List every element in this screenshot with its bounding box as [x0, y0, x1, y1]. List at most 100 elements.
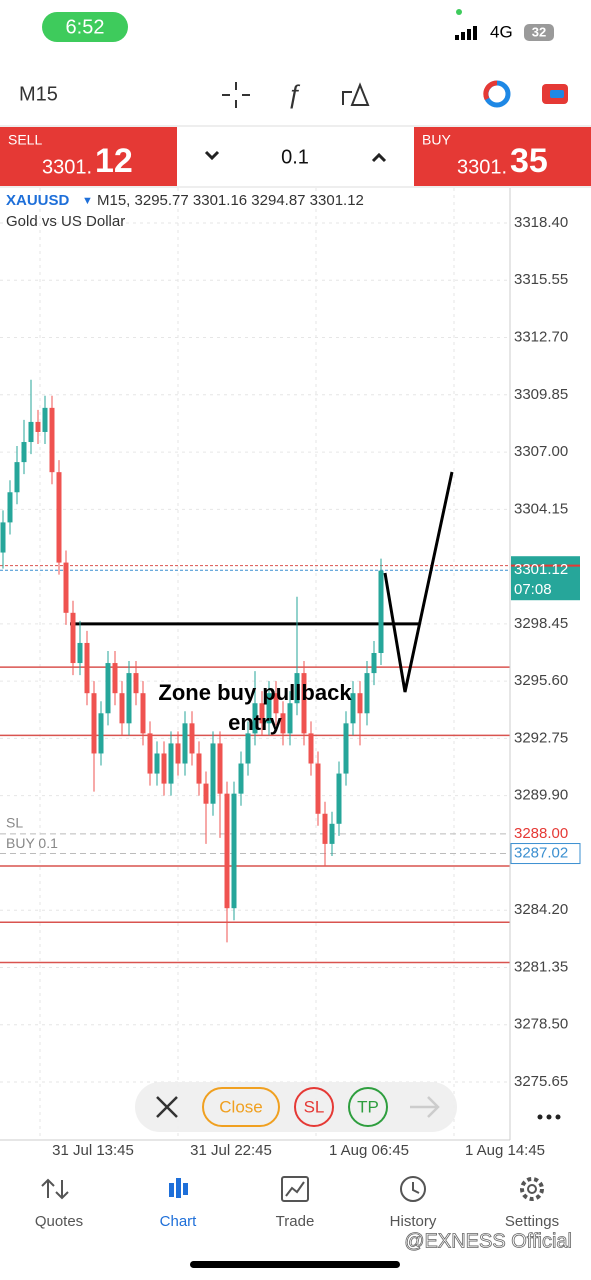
x-tick-label: 1 Aug 14:45: [465, 1142, 545, 1159]
candle-body: [350, 693, 356, 724]
buy-price-main: 3301.: [457, 156, 507, 178]
quotes-icon: [41, 1178, 69, 1200]
candle-body: [91, 693, 97, 754]
candle-body: [112, 663, 118, 694]
candle-body: [168, 743, 174, 784]
chart-description: Gold vs US Dollar: [6, 213, 125, 230]
current-price-box: [511, 556, 580, 601]
x-tick-label: 1 Aug 06:45: [329, 1142, 409, 1159]
candle-body: [70, 612, 76, 664]
current-price: 3301.12: [514, 561, 568, 578]
candle-body: [147, 733, 153, 774]
candle-body: [315, 763, 321, 814]
signal: [455, 26, 477, 40]
candle-body: [119, 693, 125, 724]
sell-price-pips: 12: [95, 142, 133, 180]
symbol-caret[interactable]: ▼: [82, 195, 93, 207]
nav-label[interactable]: Trade: [276, 1213, 315, 1230]
candle-body: [49, 407, 55, 473]
sl-label: SL: [304, 1097, 325, 1116]
y-tick-label: 3298.45: [514, 615, 568, 632]
x-tick-label: 31 Jul 13:45: [52, 1142, 134, 1159]
vertical-grid: [39, 188, 455, 1140]
candle-body: [189, 723, 195, 754]
settings-core: [527, 1184, 537, 1194]
sell-button[interactable]: [0, 127, 177, 186]
candle-body: [364, 673, 370, 714]
crosshair-icon[interactable]: [222, 82, 250, 108]
candle-body: [126, 673, 132, 724]
account-icon-part: [550, 90, 564, 98]
timeframe[interactable]: M15: [19, 83, 58, 105]
candle-body: [63, 562, 69, 613]
candle-body: [161, 753, 167, 784]
candle-body: [196, 753, 202, 784]
close-x[interactable]: [156, 1096, 178, 1118]
candle-body: [56, 472, 62, 563]
candle-body: [371, 653, 377, 674]
volume[interactable]: 0.1: [281, 146, 309, 168]
indicator-icon[interactable]: ƒ: [287, 79, 301, 109]
volume-up[interactable]: [371, 152, 387, 163]
candle-body: [343, 723, 349, 774]
battery-level: 32: [532, 24, 546, 39]
candle-body: [21, 442, 27, 463]
candle-body: [238, 763, 244, 794]
nav-label[interactable]: Chart: [160, 1213, 198, 1230]
y-tick-label: 3278.50: [514, 1016, 568, 1033]
candle-body: [273, 693, 279, 714]
buy-button[interactable]: [414, 127, 591, 186]
buy-order-price: 3287.02: [514, 845, 568, 862]
candle-body: [329, 823, 335, 844]
nav-label[interactable]: Settings: [505, 1213, 559, 1230]
time-pill: [42, 12, 128, 42]
sl-button[interactable]: [294, 1087, 334, 1127]
sl-price: 3288.00: [514, 825, 568, 842]
buy-price-pips: 35: [510, 142, 548, 180]
buy-label: BUY: [422, 132, 451, 148]
chart-icon: [169, 1178, 188, 1198]
candle-body: [336, 773, 342, 824]
candle-body: [98, 713, 104, 754]
y-tick-label: 3292.75: [514, 729, 568, 746]
nav-label[interactable]: Quotes: [35, 1213, 83, 1230]
x-labels: 31 Jul 13:45 31 Jul 22:45 1 Aug 06:45 1 Aug…: [52, 1142, 545, 1159]
y-tick-label: 3312.70: [514, 329, 568, 346]
candle-body: [287, 703, 293, 734]
candle-body: [28, 421, 34, 443]
history-hands: [412, 1182, 420, 1194]
close-button[interactable]: [202, 1087, 280, 1127]
candle-body: [378, 570, 384, 654]
candle-body: [154, 753, 160, 774]
drawn-projection: [383, 471, 454, 693]
axis-layer: 3318.40 3315.55 3312.70 3309.85 3307.00 3304.…: [510, 214, 581, 1090]
history-icon: [400, 1176, 426, 1202]
candle-body: [140, 693, 146, 734]
candle-body: [77, 642, 83, 664]
buy-price-box: [510, 843, 581, 865]
objects-icon[interactable]: [342, 82, 370, 106]
candle-body: [42, 407, 48, 432]
candle-body: [7, 492, 13, 523]
y-tick-label: 3295.60: [514, 672, 568, 689]
nav-label[interactable]: History: [390, 1213, 437, 1230]
candle-body: [245, 733, 251, 764]
volume-down[interactable]: [204, 150, 220, 161]
sell-label: SELL: [8, 132, 42, 148]
close-label: Close: [219, 1097, 262, 1116]
bar-timer: 07:08: [514, 581, 552, 598]
tp-button[interactable]: [348, 1087, 388, 1127]
home-indicator: [190, 1261, 400, 1268]
candle-body: [14, 462, 20, 493]
candle-body: [301, 673, 307, 734]
annotation: Zone buy pullback: [158, 680, 352, 705]
more-menu[interactable]: [537, 1114, 561, 1120]
candle-body: [308, 733, 314, 764]
symbol[interactable]: XAUUSD: [6, 192, 70, 209]
arrow-button[interactable]: [410, 1096, 440, 1118]
annotation: entry: [228, 710, 283, 735]
chart-info: M15, 3295.77 3301.16 3294.87 3301.12: [97, 192, 364, 209]
candle-body: [357, 693, 363, 714]
